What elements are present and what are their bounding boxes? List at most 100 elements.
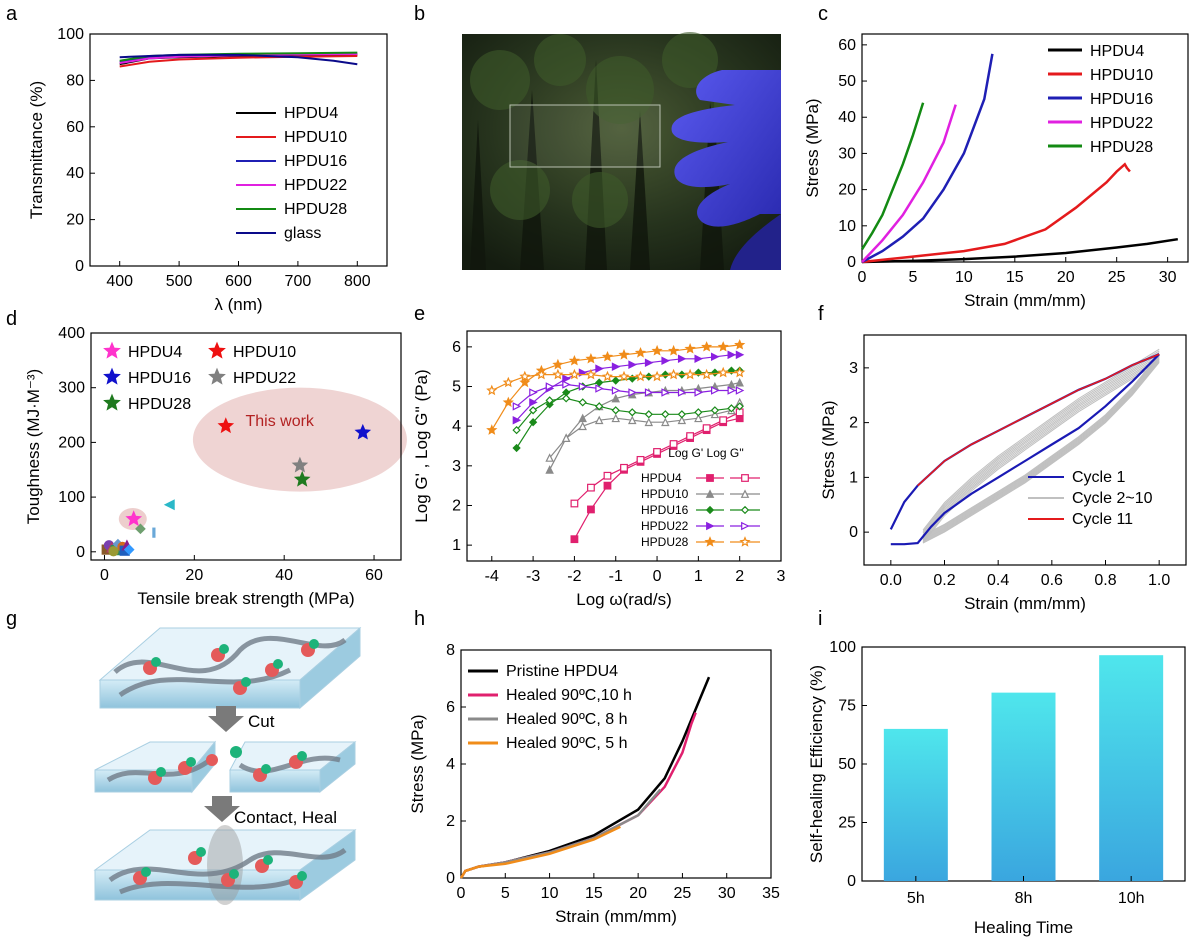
data-marker [628,408,637,417]
data-marker [727,350,737,360]
data-marker [701,341,713,352]
x-tick-label: 30 [1159,269,1177,286]
healing-schematic: Cut Contact, Heal [93,626,362,905]
panel-label-a: a [6,3,18,25]
step-heal-label: Contact, Heal [234,808,337,827]
series-line [516,370,740,449]
data-marker [727,404,736,413]
literature-point [152,527,156,538]
annotation-this-work: This work [245,413,314,430]
data-marker [628,388,637,397]
plot-frame [460,649,772,879]
y-tick-label: 80 [66,72,84,89]
data-marker [717,341,729,352]
data-marker [694,413,703,423]
data-marker [552,368,564,380]
data-marker [611,386,621,395]
x-tick-label: -3 [526,568,540,585]
legend-label: Cycle 11 [1072,511,1133,528]
y-tick-label: 0 [446,870,455,887]
x-tick-label: 30 [718,885,736,902]
legend-label: HPDU28 [1090,139,1153,156]
series-line [860,102,925,250]
data-marker [611,406,620,415]
film-photo [462,32,781,270]
x-tick-label: 0.8 [1094,572,1116,589]
x-axis-label: Strain (mm/mm) [964,291,1086,310]
y-tick-label: 2 [452,497,461,514]
cycle-grey-loading [922,348,1160,531]
y-tick-label: 30 [838,145,856,162]
x-tick-label: 5 [908,269,917,286]
y-tick-label: 3 [452,458,461,475]
block-healed [93,825,357,905]
legend-label: Healed 90ºC,10 h [506,687,632,704]
data-marker [486,424,498,435]
y-tick-label: 4 [452,418,461,435]
toughness-scatter-chart: This work 0 20 40 60 0 100 200 300 400 Tensile bre… [24,325,407,608]
y-tick-label: 6 [446,699,455,716]
cyclic-loading-chart: 0.0 0.2 0.4 0.6 0.8 1.0 0 1 2 3 Strain (mm/mm) Stre… [819,334,1187,613]
x-tick-label: 3 [777,568,786,585]
data-marker [735,350,745,360]
panel-label-i: i [818,608,822,630]
data-marker [568,368,580,380]
legend-label: Cycle 1 [1072,469,1125,486]
x-tick-label: 600 [225,273,252,290]
glove-shadow [730,214,781,270]
x-axis-label: Log ω(rad/s) [576,590,671,609]
data-marker [717,366,729,378]
x-tick-label: 10 [541,885,559,902]
data-marker [702,424,711,433]
data-marker [710,406,720,415]
y-tick-label: 60 [66,119,84,136]
data-marker [735,386,745,395]
data-marker [661,388,670,397]
data-marker [694,354,704,364]
data-marker [603,481,612,490]
x-tick-label: 25 [674,885,692,902]
legend-label: HPDU10 [1090,67,1153,84]
y-tick-label: 300 [58,380,85,397]
x-tick-label: 25 [1108,269,1126,286]
y-axis-label: Self-healing Efficiency (%) [807,665,826,863]
data-marker [719,416,728,425]
data-marker [585,368,597,380]
y-axis-label: Stress (MPa) [803,98,822,197]
data-marker [734,339,746,350]
data-marker [502,376,514,388]
legend-marker [103,341,121,359]
data-marker [528,418,538,427]
y-tick-label: 0 [76,544,85,561]
data-marker [651,344,663,356]
series-line [459,676,711,879]
series-line [491,372,740,392]
y-tick-label: 0 [75,258,84,275]
data-marker [587,505,595,514]
legend-label: HPDU10 [284,129,347,146]
data-marker [677,410,686,419]
data-marker [694,388,704,397]
data-marker [512,443,521,453]
data-marker [570,499,579,508]
legend-marker [103,367,121,385]
y-tick-label: 2 [446,813,455,830]
series-line [119,53,358,66]
data-marker [668,368,680,380]
x-tick-label: -4 [485,568,499,585]
y-tick-label: 50 [838,73,856,90]
data-marker [634,346,647,358]
data-marker [595,364,604,373]
data-marker [552,358,564,370]
x-tick-label: 20 [1057,269,1075,286]
literature-point [163,499,175,511]
y-tick-label: 8 [446,642,455,659]
data-marker [710,352,720,362]
x-tick-label: 0 [457,885,466,902]
legend-marker [704,536,716,547]
y-tick-label: 1 [849,469,858,486]
y-tick-label: 20 [838,182,856,199]
plot-frame [89,33,388,267]
legend-label: HPDU4 [128,344,182,361]
data-marker [529,388,538,397]
